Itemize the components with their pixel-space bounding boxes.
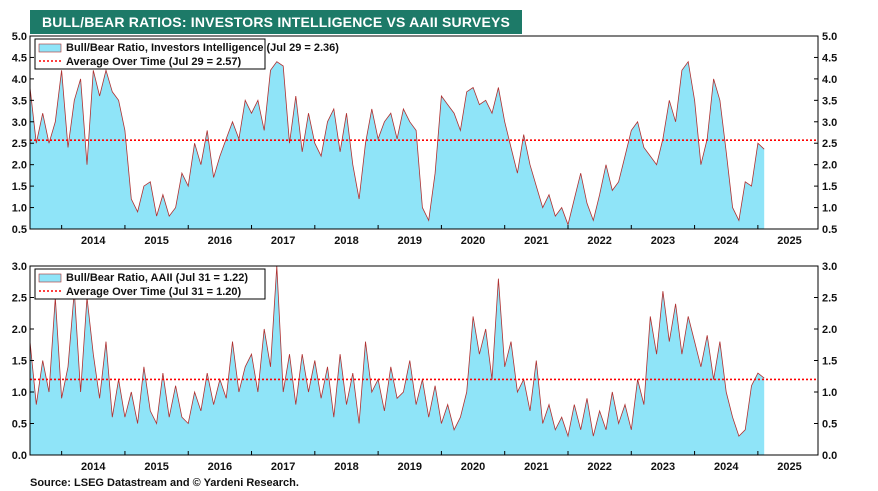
aaii-ytick-label-left: 0.0 <box>12 450 27 462</box>
aaii-ytick-label-right: 1.5 <box>822 356 837 368</box>
aaii-ytick-label-left: 3.0 <box>12 261 27 273</box>
aaii-ytick-label-right: 3.0 <box>822 261 837 273</box>
aaii-xtick-label: 2022 <box>587 461 611 473</box>
ii-ytick-label-left: 2.5 <box>12 138 27 150</box>
ii-legend-box <box>34 38 266 70</box>
aaii-ytick-label-left: 1.5 <box>12 356 27 368</box>
ii-ytick-label-right: 5.0 <box>822 31 837 43</box>
ii-xtick-label: 2016 <box>208 235 232 247</box>
aaii-legend-label-ratio: Bull/Bear Ratio, AAII (Jul 31 = 1.22) <box>66 272 248 284</box>
ii-ytick-label-right: 4.0 <box>822 74 837 86</box>
aaii-legend-box <box>34 268 266 300</box>
ii-ytick-label-right: 2.5 <box>822 138 837 150</box>
ii-xtick-label: 2018 <box>334 235 358 247</box>
ii-ytick-label-left: 4.5 <box>12 52 27 64</box>
aaii-xtick-label: 2014 <box>81 461 106 473</box>
aaii-xtick-label: 2019 <box>398 461 422 473</box>
ii-ytick-label-left: 2.0 <box>12 160 27 172</box>
aaii-ytick-label-left: 0.5 <box>12 419 27 431</box>
ii-xtick-label: 2015 <box>144 235 168 247</box>
aaii-ytick-label-left: 1.0 <box>12 387 27 399</box>
aaii-xtick-label: 2021 <box>524 461 548 473</box>
ii-ytick-label-left: 3.5 <box>12 95 27 107</box>
source-note: Source: LSEG Datastream and © Yardeni Re… <box>30 477 299 489</box>
aaii-series-line <box>29 265 765 438</box>
ii-ytick-label-right: 4.5 <box>822 52 837 64</box>
ii-xtick-label: 2014 <box>81 235 106 247</box>
aaii-xtick-label: 2024 <box>714 461 739 473</box>
ii-area-fill <box>30 61 765 230</box>
ii-xtick-label: 2020 <box>461 235 485 247</box>
ii-ytick-label-right: 3.0 <box>822 117 837 129</box>
aaii-ytick-label-right: 1.0 <box>822 387 837 399</box>
chart-title: BULL/BEAR RATIOS: INVESTORS INTELLIGENCE… <box>30 10 523 34</box>
ii-ytick-label-right: 1.0 <box>822 203 837 215</box>
aaii-ytick-label-left: 2.0 <box>12 324 27 336</box>
ii-xtick-label: 2019 <box>398 235 422 247</box>
ii-ytick-label-left: 0.5 <box>12 224 27 236</box>
aaii-xtick-label: 2023 <box>651 461 675 473</box>
ii-ytick-label-left: 3.0 <box>12 117 27 129</box>
aaii-xtick-label: 2020 <box>461 461 485 473</box>
aaii-xtick-label: 2018 <box>334 461 358 473</box>
aaii-ytick-label-left: 2.5 <box>12 293 27 305</box>
aaii-xtick-label: 2017 <box>271 461 295 473</box>
ii-ytick-label-left: 5.0 <box>12 31 27 43</box>
ii-legend-label-ratio: Bull/Bear Ratio, Investors Intelligence … <box>66 42 339 54</box>
ii-plot-frame <box>29 35 819 230</box>
aaii-legend-swatch-area <box>38 273 62 283</box>
ii-ytick-label-left: 1.5 <box>12 181 27 193</box>
aaii-xtick-label: 2016 <box>208 461 232 473</box>
ii-xtick-label: 2021 <box>524 235 548 247</box>
aaii-xtick-label: 2025 <box>777 461 801 473</box>
aaii-ytick-label-right: 2.0 <box>822 324 837 336</box>
ii-xtick-label: 2023 <box>651 235 675 247</box>
ii-xtick-label: 2025 <box>777 235 801 247</box>
ii-xtick-label: 2024 <box>714 235 739 247</box>
ii-ytick-label-left: 4.0 <box>12 74 27 86</box>
aaii-xtick-label: 2015 <box>144 461 168 473</box>
ii-legend-swatch-area <box>38 43 62 53</box>
ii-xtick-label: 2017 <box>271 235 295 247</box>
ii-xtick-label: 2022 <box>587 235 611 247</box>
ii-ytick-label-right: 0.5 <box>822 224 837 236</box>
ii-legend-label-average: Average Over Time (Jul 29 = 2.57) <box>66 56 242 68</box>
ii-ytick-label-right: 3.5 <box>822 95 837 107</box>
ii-ytick-label-left: 1.0 <box>12 203 27 215</box>
aaii-ytick-label-right: 0.0 <box>822 450 837 462</box>
aaii-ytick-label-right: 0.5 <box>822 419 837 431</box>
aaii-ytick-label-right: 2.5 <box>822 293 837 305</box>
ii-series-line <box>29 60 765 227</box>
ii-ytick-label-right: 2.0 <box>822 160 837 172</box>
ii-ytick-label-right: 1.5 <box>822 181 837 193</box>
aaii-area-fill <box>30 266 765 455</box>
aaii-legend-label-average: Average Over Time (Jul 31 = 1.20) <box>66 286 242 298</box>
